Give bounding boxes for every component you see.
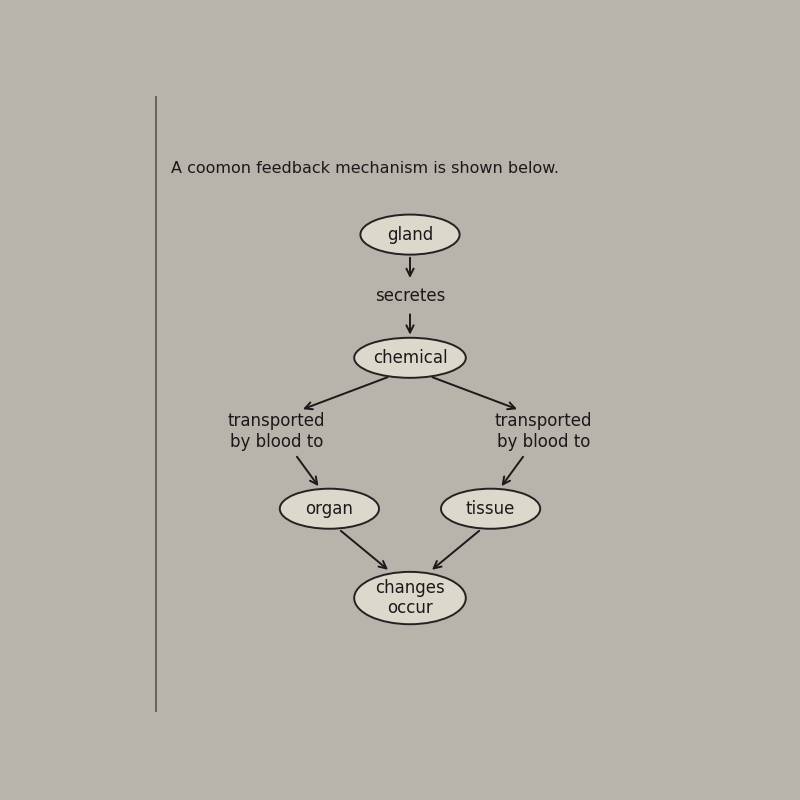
Ellipse shape [280, 489, 379, 529]
Ellipse shape [354, 338, 466, 378]
Text: chemical: chemical [373, 349, 447, 366]
Text: gland: gland [387, 226, 433, 243]
Ellipse shape [360, 214, 459, 254]
Ellipse shape [354, 572, 466, 624]
Text: transported
by blood to: transported by blood to [228, 412, 326, 451]
Text: changes
occur: changes occur [375, 578, 445, 618]
Text: A coomon feedback mechanism is shown below.: A coomon feedback mechanism is shown bel… [171, 161, 559, 176]
Text: organ: organ [306, 500, 354, 518]
Text: transported
by blood to: transported by blood to [494, 412, 592, 451]
Text: secretes: secretes [375, 287, 445, 305]
Ellipse shape [441, 489, 540, 529]
Text: tissue: tissue [466, 500, 515, 518]
